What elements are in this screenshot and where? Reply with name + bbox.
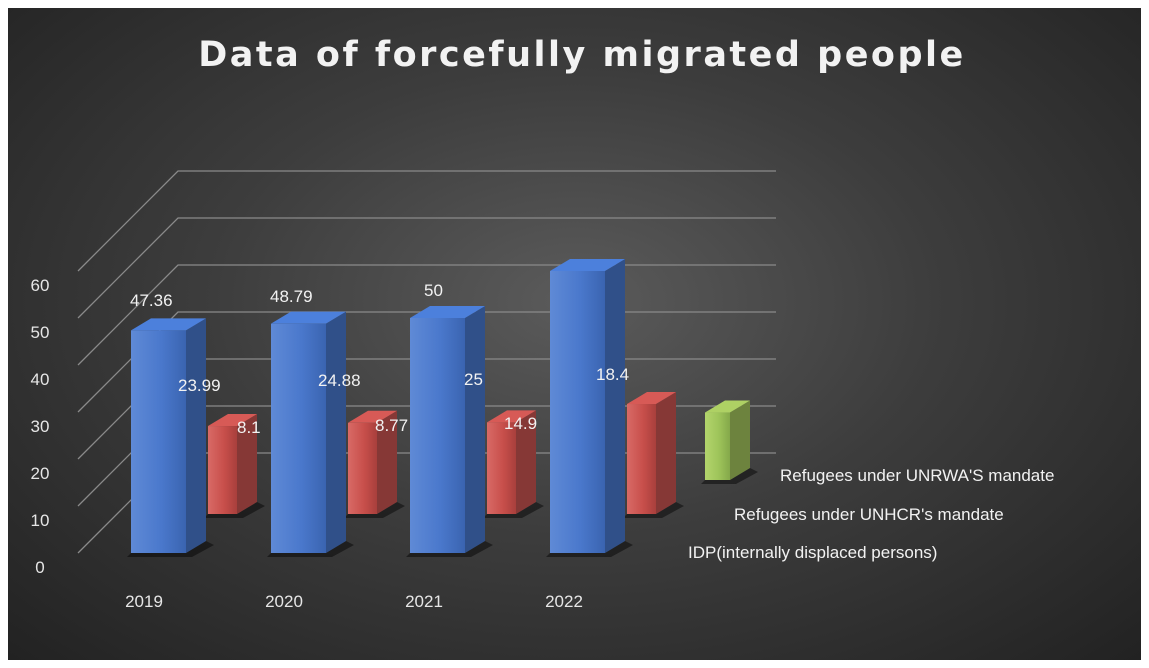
- bar-front-face: [487, 422, 516, 514]
- data-label: 18.4: [596, 365, 629, 384]
- bar-2-2020: [344, 410, 405, 518]
- x-axis-categories: 2019 2020 2021 2022: [125, 592, 583, 611]
- gridline: [77, 217, 776, 319]
- bar-top-face: [348, 410, 397, 423]
- y-tick-label: 50: [31, 323, 50, 342]
- bar-1-2021: [406, 306, 493, 557]
- data-label: 14.9: [504, 414, 537, 433]
- y-tick-label: 0: [35, 558, 44, 577]
- bar-top-face: [487, 410, 536, 423]
- y-tick-label: 30: [31, 417, 50, 436]
- data-label: 24.88: [318, 371, 361, 390]
- bar-side-face: [516, 410, 536, 514]
- x-category-label: 2022: [545, 592, 583, 611]
- chart-title: Data of forcefully migrated people: [198, 35, 966, 75]
- bar-side-face: [186, 318, 206, 553]
- data-label: 23.99: [178, 376, 221, 395]
- bar-1-2022: [546, 259, 633, 557]
- bar-1-2019: [127, 318, 214, 557]
- data-label: 25: [464, 370, 483, 389]
- bar-top-face: [627, 392, 676, 405]
- y-tick-label: 60: [31, 276, 50, 295]
- bar-side-face: [465, 306, 485, 553]
- y-tick-label: 10: [31, 511, 50, 530]
- gridline: [77, 170, 776, 272]
- data-labels: 47.36 48.79 50 23.99 24.88 25 18.4 8.1 8.77 14.9: [130, 281, 629, 437]
- bar-side-face: [730, 400, 750, 480]
- data-label: 48.79: [270, 287, 313, 306]
- bar-2-2021: [483, 410, 544, 518]
- bar-side-face: [237, 414, 257, 514]
- y-tick-label: 40: [31, 370, 50, 389]
- bar-front-face: [410, 318, 465, 553]
- x-category-label: 2020: [265, 592, 303, 611]
- bar-side-face: [656, 392, 676, 514]
- bar-front-face: [271, 323, 326, 553]
- bar-front-face: [627, 404, 656, 514]
- legend-entry-1: IDP(internally displaced persons): [688, 543, 937, 562]
- data-label: 47.36: [130, 291, 173, 310]
- y-tick-label: 20: [31, 464, 50, 483]
- bar-front-face: [705, 412, 730, 480]
- x-category-label: 2021: [405, 592, 443, 611]
- bar-front-face: [208, 426, 237, 514]
- bar-top-face: [705, 400, 750, 413]
- y-axis-ticks: 0 10 20 30 40 50 60: [31, 276, 50, 577]
- bar-front-face: [348, 422, 377, 514]
- bar-top-face: [550, 259, 625, 271]
- chart-svg: Data of forcefully migrated people 0 10 20…: [31, 35, 1055, 611]
- bar-front-face: [131, 330, 186, 553]
- bar-2-2019: [204, 414, 265, 518]
- data-label: 8.1: [237, 418, 261, 437]
- bar-top-face: [131, 318, 206, 331]
- bar-front-face: [550, 271, 605, 553]
- x-category-label: 2019: [125, 592, 163, 611]
- legend-entry-2: Refugees under UNHCR's mandate: [734, 505, 1004, 524]
- legend-entry-3: Refugees under UNRWA'S mandate: [780, 466, 1054, 485]
- bar-top-face: [410, 306, 485, 318]
- bar-3-2022: [701, 400, 758, 484]
- chart-area: Data of forcefully migrated people 0 10 20…: [8, 8, 1141, 660]
- bar-side-face: [377, 410, 397, 514]
- bar-top-face: [208, 414, 257, 427]
- data-label: 8.77: [375, 416, 408, 435]
- bar-side-face: [326, 311, 346, 553]
- bar-1-2020: [267, 311, 354, 557]
- bar-side-face: [605, 259, 625, 553]
- series-legend: IDP(internally displaced persons) Refugee…: [688, 466, 1054, 562]
- bar-top-face: [271, 311, 346, 324]
- bars: [127, 259, 758, 557]
- data-label: 50: [424, 281, 443, 300]
- bar-2-2022: [623, 392, 684, 518]
